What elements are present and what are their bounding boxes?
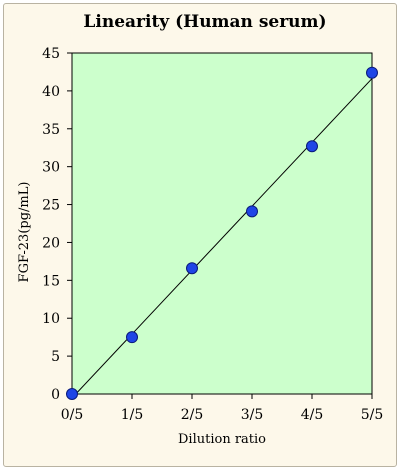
y-tick-label: 15 <box>42 273 60 289</box>
x-tick-label: 1/5 <box>121 407 144 423</box>
y-tick-label: 25 <box>42 198 60 214</box>
data-point <box>306 140 318 153</box>
x-axis: 0/5 1/5 2/5 3/5 4/5 5/5 <box>61 394 384 423</box>
x-tick-label: 2/5 <box>181 407 204 423</box>
y-tick-label: 45 <box>42 46 60 62</box>
trend-line <box>71 78 373 399</box>
y-tick-label: 20 <box>42 235 60 251</box>
y-tick-label: 40 <box>42 84 60 100</box>
x-tick-label: 0/5 <box>61 407 84 423</box>
y-tick-label: 35 <box>42 122 60 138</box>
x-axis-label: Dilution ratio <box>178 432 266 447</box>
data-point <box>126 331 138 344</box>
x-tick-label: 5/5 <box>361 407 384 423</box>
data-point <box>366 66 378 79</box>
data-point <box>246 205 258 218</box>
y-tick-label: 5 <box>51 349 60 365</box>
chart-title: Linearity (Human serum) <box>83 12 326 32</box>
y-axis: 0 5 10 15 20 25 30 35 40 45 <box>42 46 72 403</box>
y-axis-label: FGF-23(pg/mL) <box>17 182 32 283</box>
x-tick-label: 3/5 <box>241 407 264 423</box>
data-points <box>66 66 378 400</box>
data-point <box>186 262 198 275</box>
data-point <box>66 388 78 400</box>
y-tick-label: 30 <box>42 160 60 176</box>
y-tick-label: 10 <box>42 311 60 327</box>
plot-area <box>71 52 373 395</box>
y-tick-label: 0 <box>51 387 60 403</box>
x-tick-label: 4/5 <box>301 407 324 423</box>
